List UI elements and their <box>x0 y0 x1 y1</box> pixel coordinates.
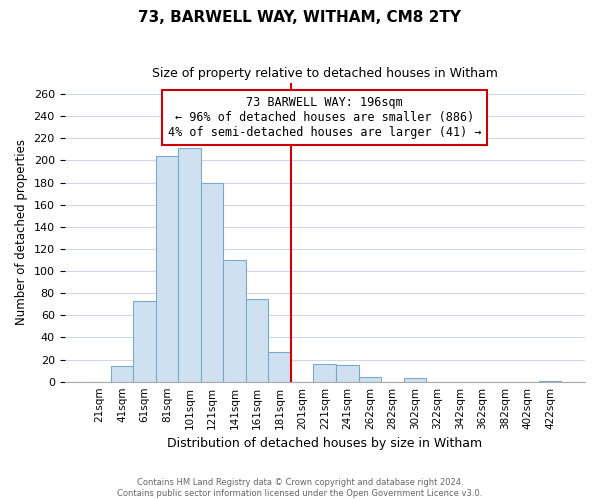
Bar <box>336 365 359 382</box>
Bar <box>178 148 201 382</box>
Bar <box>133 301 156 382</box>
Bar <box>201 182 223 382</box>
Bar <box>268 352 291 382</box>
Bar <box>223 260 246 382</box>
Bar <box>313 364 336 382</box>
Bar <box>111 366 133 382</box>
Y-axis label: Number of detached properties: Number of detached properties <box>15 140 28 326</box>
Bar <box>404 378 426 382</box>
X-axis label: Distribution of detached houses by size in Witham: Distribution of detached houses by size … <box>167 437 482 450</box>
Bar <box>246 298 268 382</box>
Bar <box>359 378 381 382</box>
Text: Contains HM Land Registry data © Crown copyright and database right 2024.
Contai: Contains HM Land Registry data © Crown c… <box>118 478 482 498</box>
Text: 73 BARWELL WAY: 196sqm
← 96% of detached houses are smaller (886)
4% of semi-det: 73 BARWELL WAY: 196sqm ← 96% of detached… <box>168 96 482 140</box>
Title: Size of property relative to detached houses in Witham: Size of property relative to detached ho… <box>152 68 498 80</box>
Bar <box>539 380 562 382</box>
Bar <box>156 156 178 382</box>
Text: 73, BARWELL WAY, WITHAM, CM8 2TY: 73, BARWELL WAY, WITHAM, CM8 2TY <box>139 10 461 25</box>
